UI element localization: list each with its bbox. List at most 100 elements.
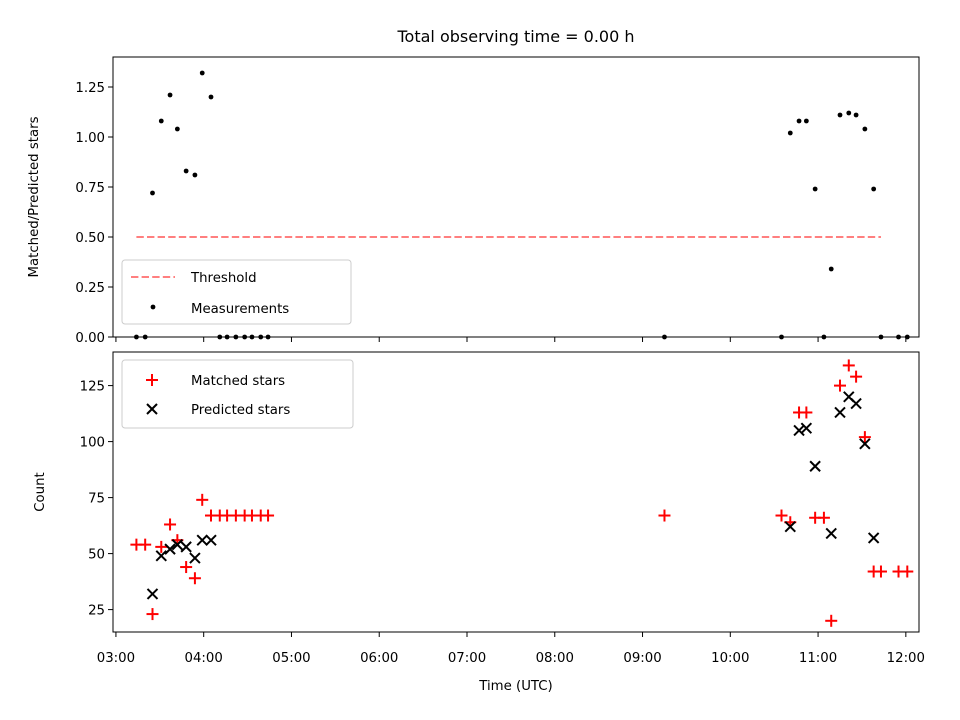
predicted-stars-point — [834, 406, 846, 419]
bottom-y-tick-label: 125 — [80, 380, 105, 395]
chart-title: Total observing time = 0.00 h — [396, 27, 634, 46]
x-tick-label: 10:00 — [711, 651, 749, 666]
predicted-stars-point — [800, 422, 813, 434]
measurement-point — [796, 118, 802, 124]
predicted-stars-point — [164, 543, 176, 555]
x-tick-label: 03:00 — [97, 651, 135, 666]
predicted-stars-point — [784, 521, 796, 533]
bottom-legend: Matched stars Predicted stars — [121, 359, 354, 429]
measurement-point — [208, 94, 214, 100]
legend-threshold-label: Threshold — [190, 271, 257, 286]
x-tick-label: 06:00 — [360, 651, 398, 666]
matched-stars-point — [164, 518, 177, 531]
predicted-stars-point — [171, 538, 184, 551]
measurement-point — [199, 70, 205, 76]
measurement-point — [150, 190, 155, 196]
bottom-plot-frame — [112, 351, 920, 633]
matched-stars-point — [658, 509, 671, 522]
measurement-point — [846, 110, 852, 116]
x-axis-label: Time (UTC) — [478, 679, 553, 694]
top-y-tick-label: 1.00 — [75, 131, 105, 146]
measurement-point — [803, 118, 809, 124]
measurement-point — [787, 130, 793, 136]
matched-stars-point — [901, 565, 914, 578]
matched-stars-point — [188, 572, 201, 585]
measurement-point — [183, 168, 189, 174]
matched-stars-point — [146, 608, 159, 621]
top-y-tick-label: 0.25 — [75, 281, 105, 296]
predicted-stars-point — [867, 532, 880, 544]
measurement-point — [158, 118, 164, 124]
measurement-point — [812, 186, 818, 192]
top-legend-box — [121, 259, 352, 325]
bottom-legend-box — [121, 359, 354, 429]
top-y-ticks: 0.00 0.25 0.50 0.75 1.00 1.25 — [75, 81, 113, 346]
matched-stars-point — [196, 493, 209, 506]
predicted-stars-point — [809, 460, 821, 472]
x-tick-label: 08:00 — [536, 651, 574, 666]
predicted-stars-point — [189, 552, 201, 564]
predicted-stars-point — [850, 397, 862, 410]
matched-stars-point — [842, 359, 855, 372]
legend-matched-label: Matched stars — [191, 374, 285, 389]
top-plot-frame — [112, 56, 920, 338]
matched-stars-point — [262, 509, 275, 522]
matched-stars-point — [874, 565, 887, 578]
top-y-tick-label: 0.50 — [75, 231, 105, 246]
predicted-stars-point — [825, 527, 837, 540]
bottom-y-tick-label: 25 — [88, 604, 105, 619]
matched-stars-point — [800, 406, 813, 419]
top-legend: Threshold Measurements — [121, 259, 352, 325]
predicted-stars-point — [180, 541, 192, 553]
x-tick-label: 12:00 — [887, 651, 925, 666]
bottom-y-ticks: 25 50 75 100 125 — [80, 380, 113, 619]
x-tick-label: 11:00 — [799, 651, 837, 666]
bottom-x-ticks: 03:00 04:00 05:00 06:00 07:00 08:00 09:00 10:00… — [97, 632, 925, 666]
measurement-point — [853, 112, 859, 118]
measurement-point — [837, 112, 843, 118]
measurement-point — [862, 126, 868, 132]
predicted-stars-point — [155, 550, 167, 562]
matched-stars-point — [180, 561, 193, 574]
matched-stars-point — [139, 538, 152, 551]
legend-predicted-label: Predicted stars — [191, 403, 290, 418]
bottom-y-tick-label: 75 — [88, 492, 105, 507]
x-tick-label: 07:00 — [448, 651, 486, 666]
top-y-axis-label: Matched/Predicted stars — [27, 116, 42, 277]
matched-stars-point — [817, 511, 830, 524]
predicted-stars-point — [205, 534, 217, 546]
matched-stars-point — [155, 540, 168, 553]
top-y-tick-label: 0.75 — [75, 181, 105, 196]
measurement-point — [828, 266, 834, 272]
measurement-point — [192, 172, 198, 178]
measurement-point — [167, 92, 173, 98]
x-tick-label: 04:00 — [185, 651, 223, 666]
bottom-y-tick-label: 100 — [80, 436, 105, 451]
legend-predicted-swatch — [146, 403, 158, 415]
top-y-tick-label: 1.25 — [75, 81, 105, 96]
bottom-y-axis-label: Count — [33, 472, 48, 512]
bottom-plot: 25 50 75 100 125 03:00 04:00 05:00 06:00 07:00 08… — [33, 351, 925, 694]
predicted-stars-point — [196, 534, 208, 546]
measurement-point — [871, 186, 877, 192]
matched-stars-point — [858, 431, 871, 444]
top-y-tick-label: 0.00 — [75, 331, 105, 346]
top-marks — [134, 70, 910, 340]
legend-measurements-swatch — [150, 304, 156, 310]
legend-measurements-label: Measurements — [191, 302, 289, 317]
legend-matched-swatch — [146, 374, 158, 386]
matched-stars-point — [850, 370, 863, 383]
matched-stars-point — [834, 379, 847, 392]
top-x-ticks — [115, 337, 907, 342]
bottom-y-tick-label: 50 — [88, 548, 105, 563]
bottom-marks — [130, 359, 914, 627]
predicted-stars-point — [146, 588, 159, 600]
matched-stars-point — [775, 509, 788, 522]
matched-stars-point — [825, 614, 838, 627]
predicted-stars-point — [793, 424, 805, 437]
x-tick-label: 05:00 — [272, 651, 310, 666]
x-tick-label: 09:00 — [623, 651, 661, 666]
top-plot: 0.00 0.25 0.50 0.75 1.00 1.25 Matched/Predict… — [27, 56, 920, 346]
predicted-stars-point — [859, 438, 871, 450]
